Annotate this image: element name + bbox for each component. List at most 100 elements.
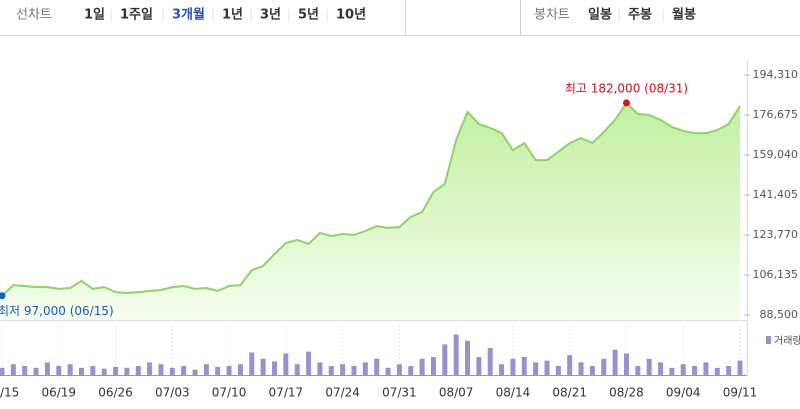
x-tick-label: 08/14 [496, 386, 531, 400]
x-tick-label: 09/11 [723, 386, 758, 400]
volume-bar [215, 366, 221, 375]
volume-bar [124, 367, 130, 375]
volume-bar [181, 366, 187, 375]
volume-bar [442, 344, 448, 375]
volume-bar [419, 358, 425, 375]
volume-bar [203, 364, 209, 375]
volume-bar [487, 348, 493, 375]
volume-bar [533, 362, 539, 375]
volume-bar [340, 364, 346, 375]
x-tick-label: 06/15 [0, 386, 19, 400]
volume-bar [271, 361, 277, 375]
volume-bar [237, 364, 243, 375]
x-tick-label: 08/07 [439, 386, 474, 400]
y-tick-label: 176,675 [753, 108, 799, 121]
y-tick-label: 159,040 [753, 148, 799, 161]
y-tick-label: 123,770 [753, 228, 799, 241]
x-tick-label: 07/03 [155, 386, 190, 400]
period-tab[interactable]: 3개월 [172, 7, 205, 23]
legend-swatch [766, 336, 771, 344]
volume-bar [385, 367, 391, 375]
period-tab[interactable]: 1년 [222, 8, 243, 23]
volume-bar [396, 364, 402, 375]
volume-bar [113, 366, 119, 375]
volume-bar [658, 362, 664, 375]
volume-bar [714, 367, 720, 375]
chart-type-label: 선차트 [16, 8, 52, 23]
volume-bar [737, 360, 743, 375]
volume-bar [33, 367, 39, 375]
y-tick-label: 194,310 [753, 68, 799, 81]
volume-bar [260, 358, 266, 375]
volume-bar [328, 366, 334, 375]
volume-bar [499, 364, 505, 375]
volume-bar [453, 334, 459, 375]
volume-bar [78, 367, 84, 375]
volume-bar [147, 362, 153, 375]
y-tick-label: 141,405 [753, 188, 799, 201]
chart-type-label: 봉차트 [534, 8, 570, 23]
candle-tab[interactable]: 월봉 [672, 7, 696, 23]
volume-bar [249, 352, 255, 375]
volume-bar [680, 364, 686, 375]
volume-bar [362, 362, 368, 375]
volume-bar [135, 366, 141, 375]
volume-bar [692, 366, 698, 375]
x-tick-label: 09/04 [666, 386, 701, 400]
volume-bar [703, 362, 709, 375]
period-tab[interactable]: 1주일 [120, 8, 153, 23]
volume-bar [67, 364, 73, 375]
volume-bar [90, 366, 96, 375]
volume-bar [22, 366, 28, 375]
volume-bar [476, 357, 482, 375]
volume-bar [192, 369, 198, 375]
volume-bar [726, 366, 732, 375]
x-tick-label: 07/17 [269, 386, 304, 400]
y-tick-label: 88,500 [760, 308, 799, 321]
volume-bar [567, 355, 573, 375]
volume-bar [10, 364, 16, 375]
volume-bar [44, 362, 50, 375]
price-area [2, 102, 740, 321]
volume-bar [374, 358, 380, 375]
legend-label: 거래량 [774, 335, 800, 347]
period-tab[interactable]: 1일 [84, 8, 105, 23]
volume-bar [510, 358, 516, 375]
volume-bar [101, 368, 107, 375]
volume-bar [317, 362, 323, 375]
volume-bar [635, 366, 641, 375]
volume-bar [589, 366, 595, 375]
volume-bar [521, 357, 527, 375]
x-tick-label: 07/31 [382, 386, 417, 400]
price-line [1, 101, 741, 297]
volume-bar [351, 366, 357, 375]
volume-bar [226, 366, 232, 375]
volume-bar [578, 362, 584, 375]
candle-tab[interactable]: 주봉 [628, 8, 652, 23]
volume-bar [555, 366, 561, 375]
y-tick-label: 106,135 [753, 268, 799, 281]
period-tab[interactable]: 3년 [260, 8, 281, 23]
extreme-dot [0, 292, 6, 300]
annotation: 최고 182,000 (08/31) [565, 81, 688, 95]
volume-bar [544, 360, 550, 375]
candle-tab[interactable]: 일봉 [588, 8, 612, 23]
x-tick-label: 07/24 [325, 386, 360, 400]
volume-bar [430, 357, 436, 375]
legend: 거래량 [766, 335, 800, 347]
x-tick-label: 07/10 [212, 386, 247, 400]
volume-bar [56, 366, 62, 375]
period-tab[interactable]: 10년 [336, 8, 366, 23]
volume-bar [306, 351, 312, 375]
period-tab[interactable]: 5년 [298, 8, 319, 23]
volume-bar [408, 366, 414, 375]
extreme-dot [622, 99, 630, 107]
volume-bar [283, 353, 289, 375]
volume-bar [669, 367, 675, 375]
volume-bar [169, 367, 175, 375]
volume-bar [646, 358, 652, 375]
volume-bar [158, 364, 164, 375]
volume-bar [612, 349, 618, 375]
annotation: 최저 97,000 (06/15) [0, 304, 114, 318]
